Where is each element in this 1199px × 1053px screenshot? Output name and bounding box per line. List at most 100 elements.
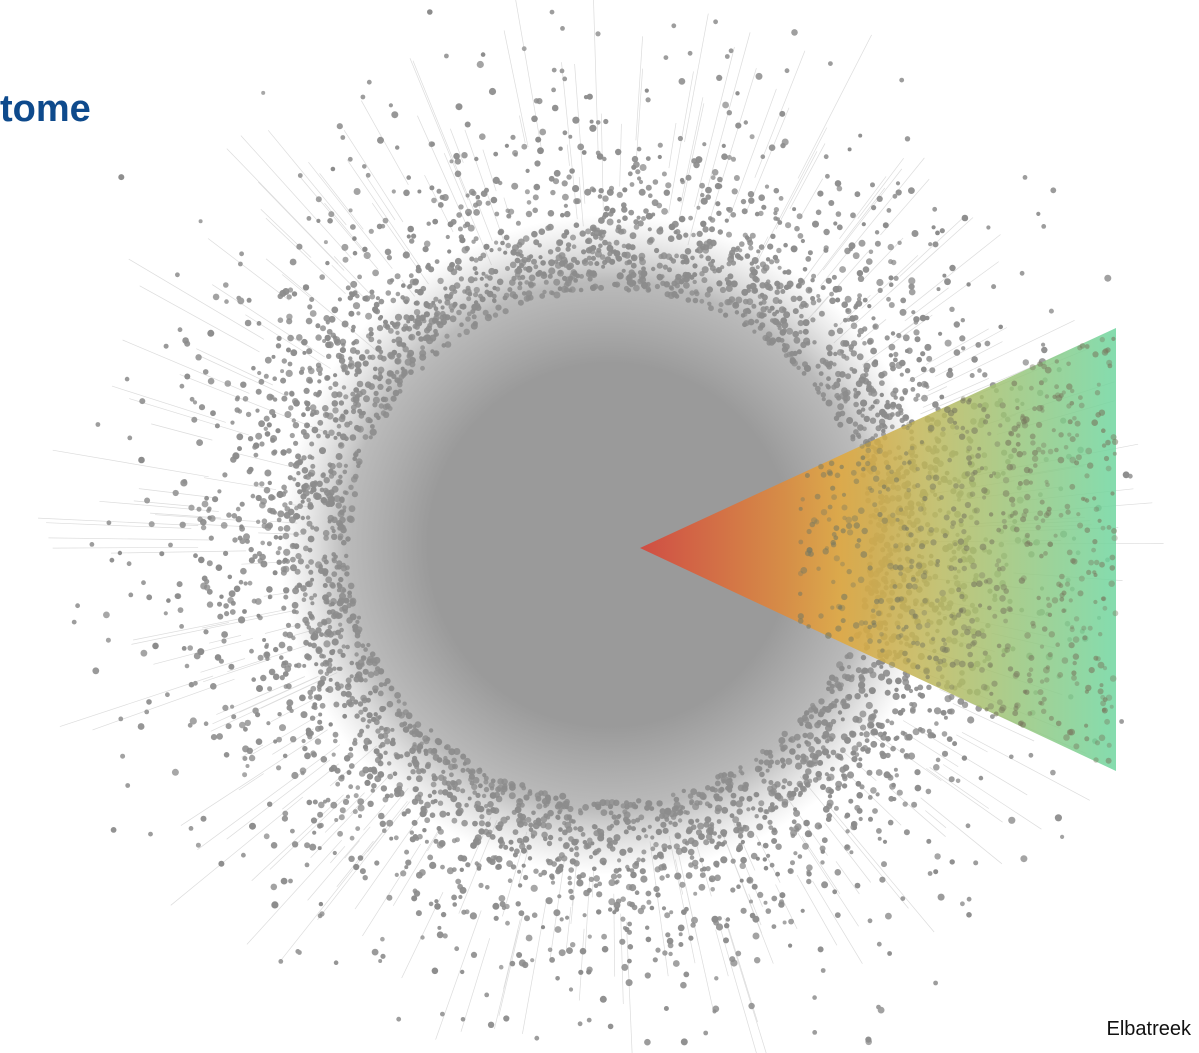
network-node — [855, 380, 863, 388]
network-edge — [566, 144, 570, 166]
network-node — [712, 831, 717, 836]
network-node — [695, 829, 703, 836]
network-node — [342, 256, 349, 263]
network-node — [289, 432, 295, 439]
network-edge — [317, 801, 410, 921]
network-node — [815, 363, 821, 369]
network-node — [746, 284, 752, 290]
network-edge — [267, 130, 347, 226]
network-node — [530, 884, 538, 892]
network-node — [821, 748, 830, 756]
network-node — [759, 322, 766, 329]
network-node — [796, 213, 803, 220]
network-node — [1020, 516, 1027, 523]
network-node — [583, 95, 589, 100]
network-node — [207, 329, 215, 337]
network-node — [657, 154, 662, 160]
network-node — [679, 881, 686, 888]
network-node — [195, 842, 201, 848]
network-node — [749, 266, 756, 273]
network-node — [1077, 590, 1084, 597]
network-node — [868, 391, 873, 396]
network-node — [793, 851, 798, 856]
network-node — [230, 704, 235, 709]
network-node — [936, 681, 942, 687]
network-node — [902, 675, 909, 682]
network-node — [871, 661, 878, 668]
network-node — [840, 733, 848, 741]
network-node — [739, 878, 744, 883]
network-node — [1073, 743, 1080, 750]
network-node — [771, 924, 777, 929]
network-node — [166, 598, 171, 603]
network-node — [440, 1011, 445, 1017]
network-node — [856, 762, 863, 769]
network-node — [885, 718, 890, 724]
network-node — [292, 422, 300, 429]
network-node — [815, 739, 820, 744]
network-node — [522, 235, 530, 242]
network-node — [1004, 643, 1011, 650]
network-node — [890, 605, 896, 611]
network-node — [816, 719, 822, 726]
network-node — [301, 455, 307, 461]
network-node — [867, 638, 873, 644]
network-node — [315, 196, 322, 203]
network-node — [943, 641, 948, 647]
network-node — [1047, 448, 1054, 455]
network-node — [829, 683, 835, 690]
network-node — [1061, 608, 1066, 613]
network-node — [801, 714, 808, 722]
network-node — [430, 349, 435, 354]
network-node — [347, 701, 354, 708]
network-node — [1093, 757, 1099, 763]
network-node — [267, 595, 272, 600]
network-node — [993, 584, 1000, 592]
network-node — [398, 711, 405, 719]
network-node — [949, 306, 955, 312]
network-node — [814, 385, 821, 392]
network-node — [370, 788, 375, 793]
network-node — [692, 803, 700, 811]
network-node — [897, 240, 902, 245]
network-node — [812, 1030, 818, 1035]
network-node — [436, 841, 444, 849]
network-node — [533, 183, 541, 191]
network-node — [201, 575, 208, 582]
network-node — [476, 866, 482, 871]
network-node — [736, 846, 742, 853]
network-node — [892, 564, 899, 571]
network-node — [349, 434, 357, 441]
network-node — [345, 677, 352, 684]
network-node — [523, 874, 529, 881]
network-node — [263, 833, 270, 840]
network-node — [530, 958, 535, 963]
network-node — [637, 907, 645, 915]
network-node — [627, 958, 632, 964]
network-node — [493, 151, 499, 157]
network-node — [849, 730, 857, 738]
network-node — [248, 557, 255, 564]
network-node — [950, 524, 955, 530]
network-node — [562, 842, 570, 850]
network-node — [242, 609, 247, 614]
network-node — [754, 757, 759, 762]
network-node — [377, 690, 384, 697]
network-node — [621, 202, 627, 208]
network-node — [1028, 654, 1035, 661]
network-node — [355, 402, 361, 408]
network-node — [381, 706, 387, 711]
network-node — [654, 247, 660, 254]
network-node — [1041, 342, 1046, 347]
network-node — [341, 364, 349, 372]
network-node — [843, 317, 848, 323]
network-node — [525, 295, 532, 301]
network-node — [374, 860, 380, 866]
network-node — [260, 674, 267, 682]
network-node — [563, 203, 569, 208]
network-node — [441, 343, 447, 348]
network-node — [302, 592, 308, 597]
network-node — [806, 624, 811, 629]
network-node — [1008, 607, 1014, 613]
network-node — [1109, 554, 1116, 561]
